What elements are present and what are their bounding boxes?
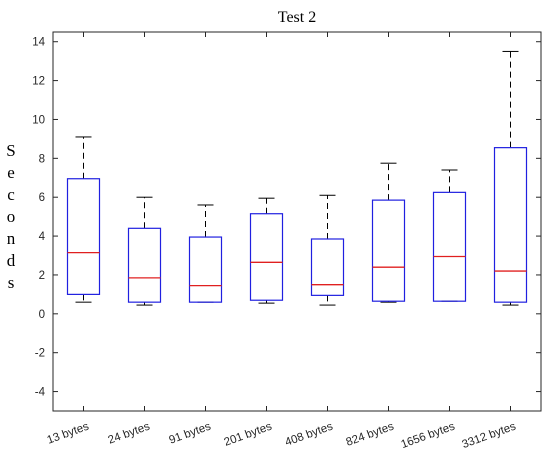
box-824-bytes: [371, 162, 406, 303]
y-tick-label: 6: [39, 192, 45, 204]
iqr-box: [432, 191, 467, 302]
y-tick-label: -2: [35, 348, 45, 360]
iqr-box: [371, 199, 406, 302]
y-tick-label: 4: [39, 231, 46, 243]
iqr-box: [310, 238, 345, 296]
box-13-bytes: [66, 136, 101, 303]
x-tick-label: 91 bytes: [168, 420, 213, 446]
iqr-box: [188, 236, 223, 303]
y-axis-ticks: -4 -2 0 2 4 6 8 10 12 14: [32, 37, 541, 399]
y-axis-label-letter: S: [6, 141, 15, 160]
x-tick-label: 408 bytes: [284, 420, 335, 448]
box-3312-bytes: [493, 50, 528, 306]
y-axis-label-letter: s: [8, 273, 15, 292]
y-tick-label: 2: [39, 270, 45, 282]
iqr-box: [66, 178, 101, 295]
box-408-bytes: [310, 194, 345, 306]
y-tick-label: 12: [32, 76, 45, 88]
iqr-box: [127, 227, 162, 303]
box-series: [66, 50, 528, 306]
chart-title: Test 2: [278, 9, 316, 26]
y-axis-label-letter: n: [7, 229, 16, 248]
y-tick-label: 14: [32, 37, 45, 49]
x-tick-label: 1656 bytes: [400, 420, 457, 451]
y-axis-label-letter: e: [7, 163, 15, 182]
y-tick-label: 0: [39, 309, 45, 321]
box-201-bytes: [249, 197, 284, 304]
box-91-bytes: [188, 204, 223, 303]
y-tick-label: 8: [39, 153, 45, 165]
x-tick-label: 3312 bytes: [461, 420, 518, 451]
y-tick-label: -4: [35, 387, 46, 399]
x-tick-label: 13 bytes: [46, 420, 91, 446]
plot-area: [52, 31, 542, 412]
iqr-box: [493, 147, 528, 303]
box-1656-bytes: [432, 169, 467, 302]
iqr-box: [249, 213, 284, 301]
y-tick-label: 10: [32, 114, 45, 126]
y-axis-label-letter: o: [7, 207, 16, 226]
y-axis-label-letter: c: [7, 185, 15, 204]
x-tick-label: 824 bytes: [345, 420, 396, 448]
box-24-bytes: [127, 196, 162, 306]
y-axis-label-letter: d: [7, 251, 16, 270]
x-tick-label: 24 bytes: [107, 420, 152, 446]
x-tick-label: 201 bytes: [223, 420, 274, 448]
